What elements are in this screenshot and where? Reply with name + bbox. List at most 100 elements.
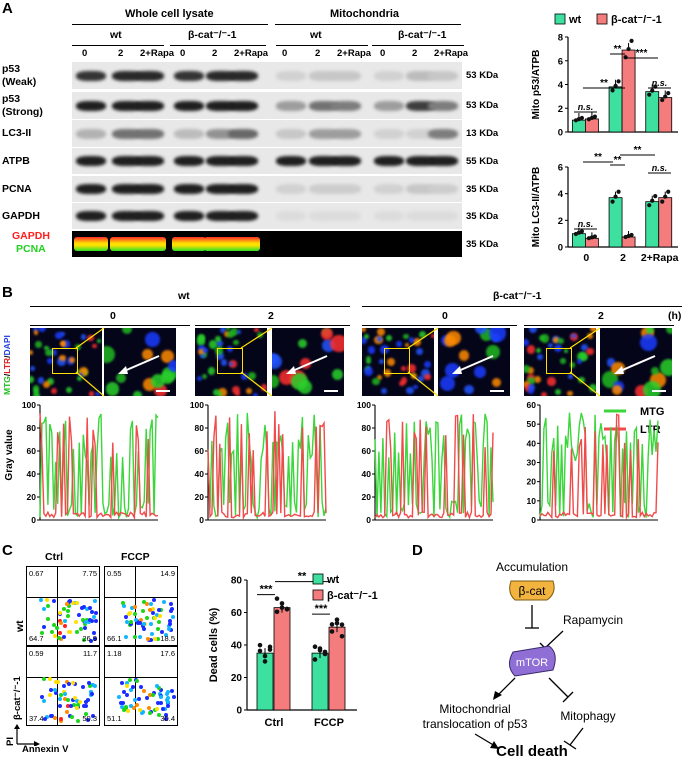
cell-blob — [524, 338, 530, 346]
lane-label: 2 — [412, 48, 418, 59]
blot-band — [331, 100, 361, 111]
cell-blob — [464, 384, 474, 394]
data-point — [262, 653, 268, 659]
flow-dot — [87, 605, 92, 610]
cell-blob — [141, 349, 153, 361]
blot-size-label: 35 KDa — [466, 211, 499, 222]
cell-blob — [104, 345, 116, 364]
flow-dot — [47, 677, 52, 682]
bar-bcat — [621, 49, 636, 133]
flow-dot — [52, 623, 57, 628]
cell-blob — [37, 328, 46, 333]
cell-blob — [30, 376, 34, 383]
legend-wt-label: wt — [568, 14, 582, 26]
cell-blob — [588, 383, 596, 392]
flow-dot — [92, 615, 97, 620]
plot-y-tick-label: 0 — [31, 515, 36, 525]
cell-blob — [367, 346, 376, 354]
sig-label: ** — [634, 145, 642, 156]
arrow-line — [289, 355, 328, 373]
flow-dot — [168, 619, 172, 624]
flow-dot — [156, 607, 161, 612]
flow-dot — [141, 689, 146, 694]
cell-blob — [240, 372, 248, 380]
blot-band — [331, 70, 361, 81]
flow-dot — [41, 698, 46, 703]
plot-y-tick-label: 20 — [27, 492, 37, 502]
flow-dot — [123, 705, 128, 710]
flow-dot — [82, 605, 87, 610]
data-point — [653, 194, 658, 199]
cell-blob — [212, 388, 221, 396]
flow-dot — [55, 626, 60, 631]
blot-band — [276, 128, 306, 139]
flow-dot — [125, 709, 130, 714]
cell-blob — [106, 382, 120, 396]
flow-dot — [166, 704, 171, 709]
sig-label: ** — [298, 571, 307, 583]
ltr-trace — [374, 414, 494, 520]
data-point — [334, 617, 340, 622]
blot-band — [112, 184, 142, 194]
flow-dot — [155, 706, 159, 711]
cell-blob — [226, 345, 233, 353]
merge-band — [226, 237, 260, 251]
quadrant-ur: 11.7 — [82, 649, 97, 658]
flow-dot — [63, 624, 68, 629]
flow-dot — [151, 607, 156, 612]
blot-band — [374, 156, 404, 166]
data-point — [579, 229, 584, 234]
cell-blob — [376, 328, 386, 337]
data-point — [650, 198, 655, 203]
flow-dot — [45, 598, 49, 603]
plot-y-tick-label: 10 — [527, 496, 537, 506]
b-wt-label: wt — [178, 290, 190, 302]
cell-blob — [524, 365, 531, 374]
mtg-trace — [539, 412, 659, 518]
flow-plot: 0.55 14.9 66.1 18.5 — [104, 566, 178, 646]
flow-dot — [145, 601, 150, 606]
flow-dot — [164, 692, 169, 697]
bcat-label-1: β-cat⁻/⁻-1 — [188, 29, 237, 41]
cell-blob — [421, 368, 430, 378]
data-point — [257, 648, 263, 654]
blot-band — [228, 211, 258, 221]
flow-dot — [93, 598, 98, 603]
mtg-trace — [207, 412, 327, 521]
cell-blob — [161, 370, 175, 384]
sig-label: ** — [614, 155, 622, 166]
cell-blob — [121, 328, 132, 335]
quadrant-ul: 0.59 — [29, 649, 44, 658]
cell-blob — [42, 380, 51, 389]
quadrant-ll: 51.1 — [107, 714, 122, 723]
flow-dot — [50, 714, 55, 719]
c-wt-row: wt — [14, 620, 26, 632]
data-point — [613, 83, 618, 88]
blot-band — [228, 156, 258, 166]
legend-wt-swatch — [312, 573, 324, 585]
data-point — [329, 622, 335, 627]
flow-dot — [85, 606, 90, 611]
plot-y-tick-label: 20 — [527, 477, 537, 487]
data-point — [660, 97, 665, 103]
flow-dot — [42, 624, 47, 629]
cell-blob — [261, 384, 267, 391]
mtor-shape — [509, 645, 556, 677]
cell-blob — [611, 384, 622, 395]
cell-blob — [563, 349, 568, 354]
flow-dot — [121, 600, 125, 605]
blot-row-label: (Weak) — [2, 76, 37, 88]
c-ctrl-label: Ctrl — [45, 551, 64, 563]
data-point — [623, 55, 628, 60]
flow-dot — [74, 698, 79, 703]
flow-dot — [169, 628, 174, 633]
cell-blob — [33, 330, 39, 335]
cell-blob — [197, 334, 205, 342]
flow-dot — [119, 680, 124, 685]
bar-wt — [645, 201, 660, 248]
flow-dot — [81, 704, 86, 709]
y-tick-label: 4 — [558, 80, 564, 91]
cell-blob — [488, 328, 507, 342]
data-point — [257, 642, 263, 648]
sig-label: n.s. — [578, 102, 594, 112]
